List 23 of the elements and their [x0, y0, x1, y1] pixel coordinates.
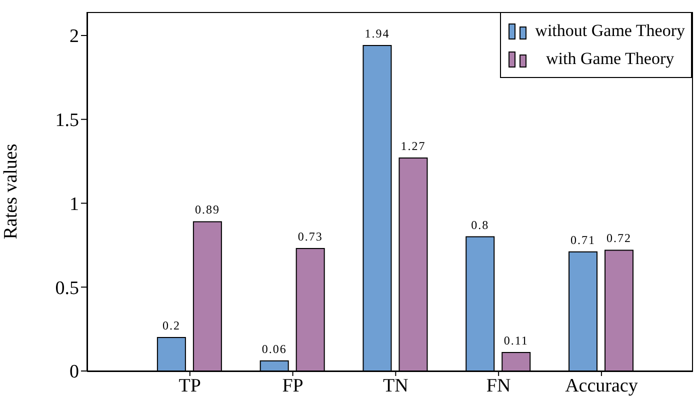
data-label: 1.27 [400, 138, 426, 153]
x-tick-label: TP [178, 375, 201, 396]
data-label: 0.71 [570, 232, 596, 247]
x-tick-label: FN [486, 375, 511, 396]
data-label: 0.2 [162, 318, 180, 332]
x-tick-label: TN [383, 375, 409, 396]
data-label: 0.73 [298, 230, 323, 244]
y-tick-label: 1.5 [55, 110, 79, 132]
y-tick-label: 1 [70, 194, 79, 215]
y-axis-title: Rates values [0, 144, 22, 240]
y-tick-label: 2 [70, 26, 79, 48]
data-label: 0.06 [262, 342, 287, 356]
legend-label: with Game Theory [545, 49, 676, 69]
legend-label: without Game Theory [535, 21, 685, 41]
x-tick-label: Accuracy [565, 375, 638, 396]
x-tick-label: FP [282, 375, 304, 396]
data-label: 0.8 [471, 218, 490, 232]
data-label: 0.89 [194, 202, 220, 217]
data-label: 0.11 [504, 334, 528, 348]
data-label: 0.72 [606, 231, 632, 246]
y-tick-label: 0.5 [55, 278, 79, 299]
y-tick-label: 0 [70, 362, 79, 383]
data-label: 1.94 [364, 26, 390, 41]
